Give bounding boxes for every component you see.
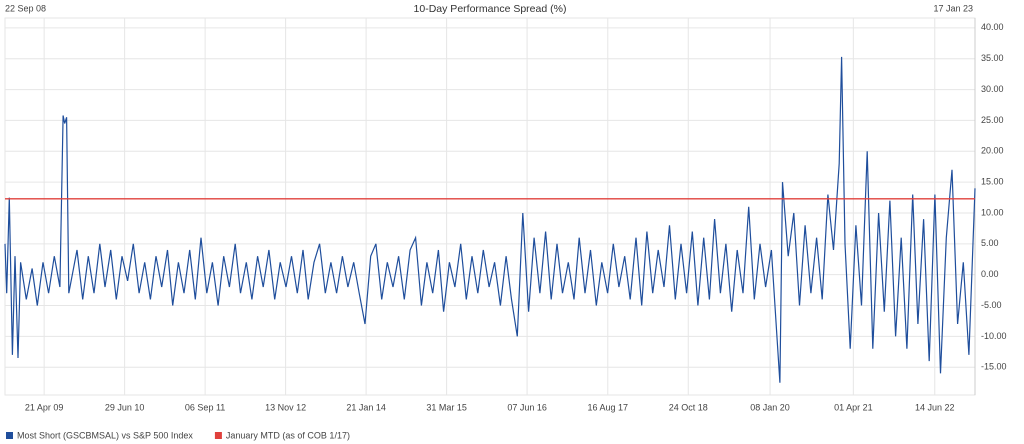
y-tick-label: -5.00 <box>981 300 1002 310</box>
y-tick-label: 0.00 <box>981 269 999 279</box>
x-tick-label: 21 Jan 14 <box>346 402 386 412</box>
x-tick-label: 06 Sep 11 <box>185 402 225 412</box>
x-tick-label: 14 Jun 22 <box>915 402 955 412</box>
x-tick-label: 01 Apr 21 <box>834 402 873 412</box>
x-tick-label: 08 Jan 20 <box>750 402 790 412</box>
start-date: 22 Sep 08 <box>5 3 46 13</box>
y-tick-label: 5.00 <box>981 238 999 248</box>
y-tick-label: 15.00 <box>981 177 1004 187</box>
legend-label: January MTD (as of COB 1/17) <box>226 430 350 440</box>
series-line <box>4 56 976 383</box>
legend-swatch <box>6 432 13 439</box>
plot-area <box>4 17 976 396</box>
y-tick-label: 10.00 <box>981 207 1004 217</box>
legend-label: Most Short (GSCBMSAL) vs S&P 500 Index <box>17 430 193 440</box>
x-tick-label: 21 Apr 09 <box>25 402 64 412</box>
y-tick-label: -15.00 <box>981 362 1007 372</box>
x-tick-label: 13 Nov 12 <box>265 402 306 412</box>
y-tick-label: 20.00 <box>981 146 1004 156</box>
x-tick-label: 31 Mar 15 <box>426 402 467 412</box>
x-tick-label: 07 Jun 16 <box>507 402 547 412</box>
x-tick-label: 24 Oct 18 <box>669 402 708 412</box>
chart-title: 10-Day Performance Spread (%) <box>414 3 567 15</box>
y-tick-label: -10.00 <box>981 331 1007 341</box>
x-tick-label: 29 Jun 10 <box>105 402 145 412</box>
x-tick-label: 16 Aug 17 <box>587 402 628 412</box>
legend-swatch <box>214 432 222 439</box>
end-date: 17 Jan 23 <box>933 3 973 13</box>
y-tick-label: 40.00 <box>981 22 1004 32</box>
y-tick-label: 30.00 <box>981 84 1004 94</box>
y-tick-label: 35.00 <box>981 53 1004 63</box>
y-tick-label: 25.00 <box>981 115 1004 125</box>
